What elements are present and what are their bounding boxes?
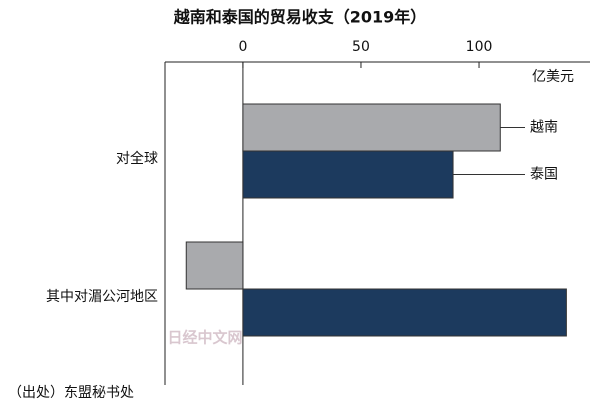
bar xyxy=(242,103,501,152)
bar xyxy=(185,241,244,290)
chart-title: 越南和泰国的贸易收支（2019年） xyxy=(173,8,427,27)
source: （出处）东盟秘书处 xyxy=(8,385,134,401)
x-tick-label: 100 xyxy=(466,39,493,55)
y-tick-label: 其中对湄公河地区 xyxy=(46,289,158,305)
unit-label: 亿美元 xyxy=(532,69,574,85)
y-tick-label: 对全球 xyxy=(116,150,158,167)
bar xyxy=(242,288,567,337)
legend-label: 越南 xyxy=(530,120,558,136)
legend-label: 泰国 xyxy=(530,167,558,183)
bar xyxy=(242,150,454,199)
watermark: 日经中文网 xyxy=(167,329,242,347)
x-tick-label: 0 xyxy=(238,39,247,55)
x-tick-label: 50 xyxy=(352,39,370,55)
